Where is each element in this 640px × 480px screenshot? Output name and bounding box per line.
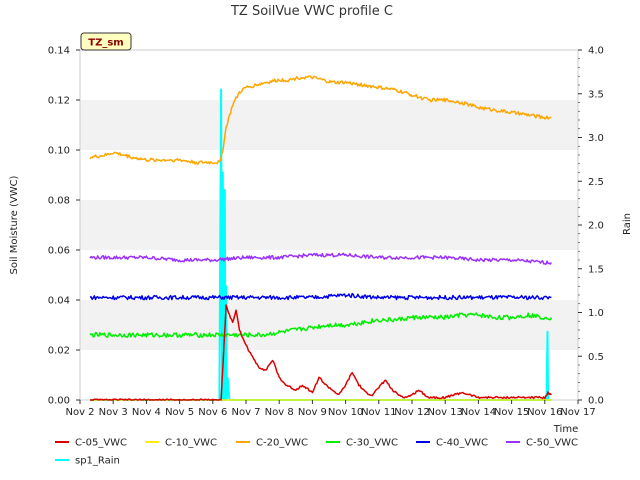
x-tick-label: Nov 10 — [328, 407, 363, 418]
legend-label: C-05_VWC — [75, 438, 127, 449]
y-right-tick-label: 0.0 — [588, 396, 604, 407]
grid-band — [80, 50, 578, 100]
x-axis-label: Time — [553, 424, 578, 435]
x-axis: Nov 2 Nov 3 Nov 4 Nov 5 Nov 6 Nov 7 Nov 8 Nov 9… — [65, 400, 596, 418]
y-left-tick-label: 0.12 — [48, 96, 70, 107]
y-right-tick-label: 2.0 — [588, 221, 604, 232]
x-tick-label: Nov 16 — [527, 407, 562, 418]
y-right-tick-label: 4.0 — [588, 46, 604, 57]
legend-label: C-50_VWC — [526, 438, 578, 449]
y-left-tick-label: 0.02 — [48, 346, 70, 357]
y-axis-right-label: Rain — [622, 213, 633, 235]
y-left-tick-label: 0.10 — [48, 146, 70, 157]
grid-band — [80, 150, 578, 200]
series-line-c-20-vwc — [89, 75, 552, 165]
y-left-tick-label: 0.04 — [48, 296, 70, 307]
x-tick-label: Nov 15 — [494, 407, 529, 418]
badge-label: TZ_sm — [88, 38, 123, 49]
y-axis-left-label: Soil Moisture (VWC) — [9, 175, 20, 274]
x-tick-label: Nov 13 — [427, 407, 462, 418]
x-tick-label: Nov 12 — [394, 407, 429, 418]
x-tick-label: Nov 9 — [298, 407, 327, 418]
legend: C-05_VWC C-10_VWC C-20_VWC C-30_VWC C-40_VWC… — [55, 438, 578, 467]
x-tick-label: Nov 3 — [99, 407, 128, 418]
legend-label: C-40_VWC — [436, 438, 488, 449]
legend-label: C-10_VWC — [165, 438, 217, 449]
grid-band — [80, 200, 578, 250]
y-right-tick-label: 3.5 — [588, 89, 604, 100]
legend-label: C-30_VWC — [346, 438, 398, 449]
series-line-c-40-vwc — [89, 292, 552, 301]
legend-label: sp1_Rain — [75, 456, 120, 467]
x-tick-label: Nov 17 — [560, 407, 595, 418]
y-axis-left: 0.00 0.02 0.04 0.06 0.08 0.10 0.12 0.14 — [48, 46, 80, 407]
series-line-c-50-vwc — [89, 252, 553, 265]
grid-band — [80, 350, 578, 400]
series-line-sp1-rain — [90, 88, 552, 401]
grid-band — [80, 100, 578, 150]
y-right-tick-label: 0.5 — [588, 352, 604, 363]
y-left-tick-label: 0.06 — [48, 246, 70, 257]
x-tick-label: Nov 11 — [361, 407, 396, 418]
x-tick-label: Nov 4 — [132, 407, 161, 418]
x-tick-label: Nov 8 — [265, 407, 294, 418]
y-left-tick-label: 0.00 — [48, 396, 70, 407]
x-tick-label: Nov 6 — [198, 407, 227, 418]
y-right-tick-label: 1.0 — [588, 308, 604, 319]
y-right-tick-label: 1.5 — [588, 264, 604, 275]
x-tick-label: Nov 5 — [165, 407, 194, 418]
legend-label: C-20_VWC — [256, 438, 308, 449]
series-line-c-05-vwc — [90, 304, 552, 401]
series-layer — [89, 75, 553, 401]
chart-title: TZ SoilVue VWC profile C — [230, 4, 393, 19]
x-tick-label: Nov 14 — [461, 407, 496, 418]
y-axis-right: 0.0 0.5 1.0 1.5 2.0 2.5 3.0 3.5 4.0 — [578, 46, 604, 407]
grid-bands — [80, 50, 578, 400]
x-tick-label: Nov 7 — [231, 407, 260, 418]
y-right-tick-label: 3.0 — [588, 133, 604, 144]
series-line-c-30-vwc — [89, 312, 553, 338]
x-tick-label: Nov 2 — [65, 407, 94, 418]
y-right-tick-label: 2.5 — [588, 177, 604, 188]
y-left-tick-label: 0.08 — [48, 196, 70, 207]
badge: TZ_sm — [80, 32, 132, 51]
y-left-tick-label: 0.14 — [48, 46, 70, 57]
